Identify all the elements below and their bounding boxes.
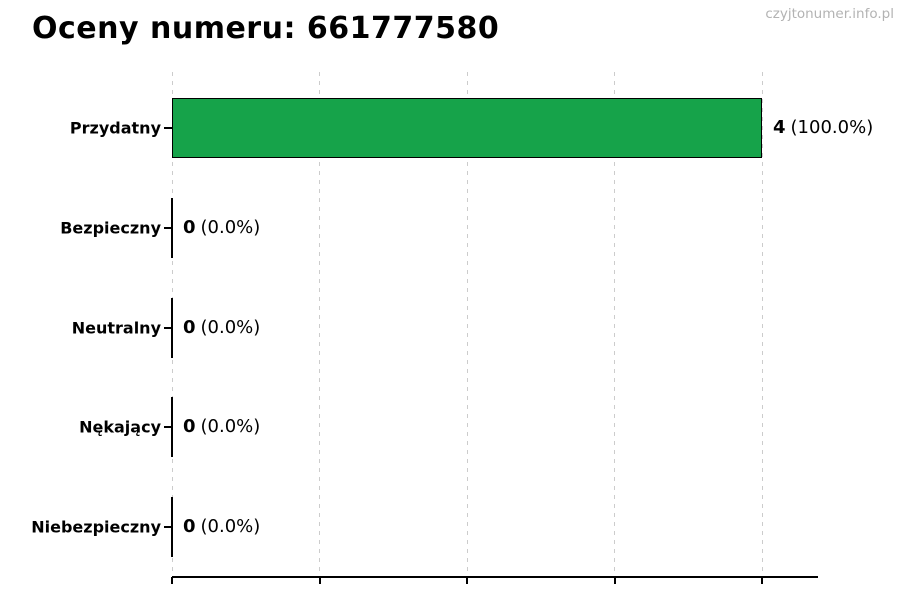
- y-axis-tick: [164, 326, 172, 329]
- bar-value-label: 4 (100.0%): [773, 117, 873, 138]
- bar-value-count: 0: [183, 516, 196, 538]
- y-axis-tick: [164, 226, 172, 229]
- bar-zero: [171, 397, 173, 458]
- bar-value-percent: (0.0%): [200, 216, 261, 238]
- y-axis-tick: [164, 426, 172, 429]
- category-label: Nękający: [79, 417, 161, 437]
- category-label: Przydatny: [69, 118, 161, 138]
- bar-value-count: 0: [183, 316, 196, 338]
- bar-zero: [171, 297, 173, 358]
- bar-value-percent: (100.0%): [790, 117, 874, 139]
- bar: [172, 98, 762, 158]
- y-axis-tick: [164, 526, 172, 528]
- bar-value-percent: (0.0%): [200, 516, 261, 538]
- bar-value-count: 0: [183, 416, 196, 438]
- bar-value-count: 4: [773, 117, 786, 139]
- bar-value-percent: (0.0%): [200, 416, 261, 438]
- category-label: Niebezpieczny: [31, 517, 161, 537]
- bar-value-count: 0: [183, 216, 196, 238]
- bar-zero: [171, 197, 173, 258]
- bar-value-label: 0 (0.0%): [183, 217, 260, 238]
- x-axis-line: [172, 576, 818, 578]
- gridline: [466, 72, 468, 577]
- bar-zero: [171, 497, 173, 557]
- x-axis-tick: [613, 577, 616, 584]
- watermark: czyjtonumer.info.pl: [765, 6, 894, 22]
- x-axis-tick: [318, 577, 321, 584]
- y-axis-tick: [164, 127, 172, 129]
- bar-value-percent: (0.0%): [200, 316, 261, 338]
- bar-value-label: 0 (0.0%): [183, 516, 260, 537]
- gridline: [319, 72, 320, 577]
- x-axis-tick: [761, 577, 763, 584]
- bar-value-label: 0 (0.0%): [183, 317, 260, 338]
- category-label: Bezpieczny: [60, 218, 161, 238]
- chart-title: Oceny numeru: 661777580: [32, 11, 500, 46]
- category-label: Neutralny: [71, 318, 161, 337]
- gridline: [614, 72, 615, 577]
- gridline: [761, 72, 763, 577]
- x-axis-tick: [171, 577, 173, 584]
- bar-value-label: 0 (0.0%): [183, 416, 260, 437]
- x-axis-tick: [466, 577, 468, 584]
